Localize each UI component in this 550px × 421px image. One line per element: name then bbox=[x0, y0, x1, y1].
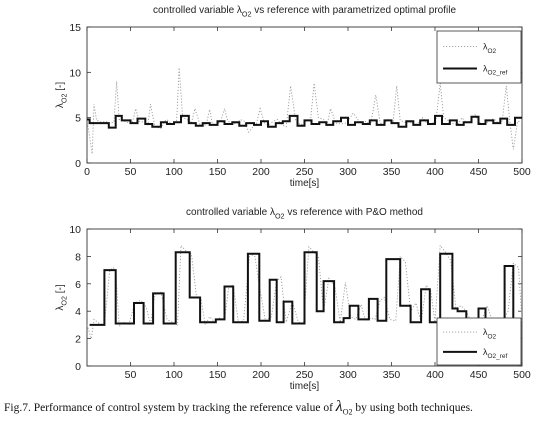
y-axis-label-text-post: [-] bbox=[55, 82, 66, 94]
y-axis-label-text-post: [-] bbox=[55, 284, 66, 296]
y-tick-label: 15 bbox=[69, 22, 81, 34]
y-tick-label: 10 bbox=[69, 67, 81, 79]
chart-title-sub: O2 bbox=[275, 212, 285, 221]
x-tick-label: 300 bbox=[339, 369, 357, 381]
legend-label-sub: O2_ref bbox=[488, 353, 508, 360]
chart-2: controlled variable λO2 vs reference wit… bbox=[55, 207, 531, 392]
x-axis-label: time[s] bbox=[290, 381, 320, 392]
chart-title: controlled variable λO2 vs reference wit… bbox=[186, 207, 423, 221]
y-axis-label-text-sub: O2 bbox=[60, 296, 69, 306]
figure-caption: Fig.7. Performance of control system by … bbox=[4, 398, 550, 416]
x-tick-label: 400 bbox=[426, 369, 444, 381]
x-tick-label: 300 bbox=[339, 166, 357, 178]
y-tick-label: 2 bbox=[75, 334, 81, 346]
y-tick-label: 6 bbox=[75, 279, 81, 291]
legend-label-base: λ bbox=[483, 42, 488, 52]
legend-label: λO2 bbox=[483, 327, 497, 340]
caption-symbol: λ bbox=[335, 398, 343, 415]
chart-title-sub: O2 bbox=[242, 10, 252, 19]
chart-title-post: vs reference with P&O method bbox=[285, 207, 423, 218]
x-tick-label: 150 bbox=[209, 166, 227, 178]
x-tick-label: 150 bbox=[209, 369, 227, 381]
y-axis-label: λO2 [-] bbox=[55, 82, 69, 108]
legend-label-base: λ bbox=[483, 327, 488, 337]
y-tick-label: 0 bbox=[75, 158, 81, 170]
y-tick-label: 8 bbox=[75, 251, 81, 263]
y-axis-label: λO2 [-] bbox=[55, 284, 69, 310]
y-tick-label: 10 bbox=[69, 224, 81, 236]
x-tick-label: 0 bbox=[84, 166, 90, 178]
x-tick-label: 200 bbox=[252, 369, 270, 381]
x-tick-label: 450 bbox=[470, 369, 488, 381]
x-tick-label: 50 bbox=[125, 166, 137, 178]
legend-label: λO2_ref bbox=[483, 63, 507, 76]
x-tick-label: 350 bbox=[383, 369, 401, 381]
y-axis-label-text-base: λ bbox=[55, 306, 66, 311]
figure: controlled variable λO2 vs reference wit… bbox=[55, 5, 531, 392]
legend-box bbox=[436, 317, 522, 366]
x-tick-label: 450 bbox=[470, 166, 488, 178]
x-tick-label: 250 bbox=[296, 369, 314, 381]
series-line-reference bbox=[89, 251, 519, 326]
caption-tail: by using both techniques. bbox=[355, 402, 473, 414]
legend-label-sub: O2 bbox=[488, 333, 497, 340]
caption-text: Fig.7. Performance of control system by … bbox=[4, 402, 333, 414]
x-tick-label: 100 bbox=[165, 369, 183, 381]
x-axis-label: time[s] bbox=[290, 178, 320, 189]
y-tick-label: 0 bbox=[75, 361, 81, 373]
legend-label: λO2 bbox=[483, 42, 497, 55]
y-axis-label-text-base: λ bbox=[55, 103, 66, 108]
legend-label-sub: O2_ref bbox=[488, 70, 508, 77]
chart-1: controlled variable λO2 vs reference wit… bbox=[55, 5, 531, 189]
y-tick-label: 4 bbox=[75, 306, 81, 318]
y-tick-label: 5 bbox=[75, 113, 81, 125]
chart-title-base: controlled variable λ bbox=[186, 207, 275, 218]
caption-symbol-sub: O2 bbox=[342, 407, 353, 417]
legend-box bbox=[436, 30, 522, 84]
x-tick-label: 100 bbox=[165, 166, 183, 178]
chart-title: controlled variable λO2 vs reference wit… bbox=[153, 5, 457, 19]
x-tick-label: 250 bbox=[296, 166, 314, 178]
x-tick-label: 50 bbox=[125, 369, 137, 381]
legend-label-base: λ bbox=[483, 63, 488, 73]
chart-title-base: controlled variable λ bbox=[153, 5, 242, 16]
chart-title-post: vs reference with parametrized optimal p… bbox=[252, 5, 457, 16]
x-tick-label: 350 bbox=[383, 166, 401, 178]
x-tick-label: 200 bbox=[252, 166, 270, 178]
x-tick-label: 500 bbox=[513, 369, 531, 381]
legend-label-sub: O2 bbox=[488, 48, 497, 55]
legend-label: λO2_ref bbox=[483, 347, 507, 360]
legend-label-base: λ bbox=[483, 347, 488, 357]
y-axis-label-text: λO2 [-] bbox=[55, 284, 69, 310]
x-tick-label: 400 bbox=[426, 166, 444, 178]
y-axis-label-text: λO2 [-] bbox=[55, 82, 69, 108]
series-line-reference bbox=[87, 114, 522, 129]
y-axis-label-text-sub: O2 bbox=[60, 94, 69, 104]
x-tick-label: 500 bbox=[513, 166, 531, 178]
